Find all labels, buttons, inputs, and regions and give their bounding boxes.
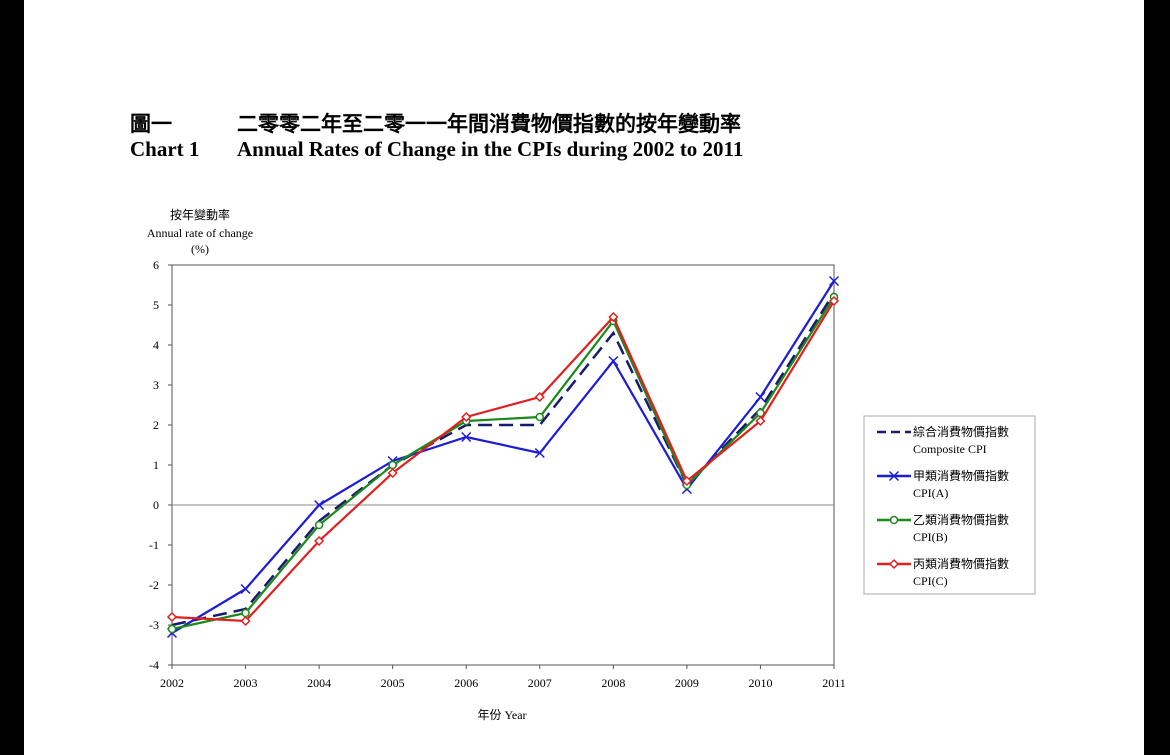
y-tick-label: -3 — [149, 618, 159, 632]
x-tick-label: 2005 — [381, 676, 405, 690]
data-point — [461, 411, 472, 423]
data-point — [314, 499, 325, 511]
data-point — [828, 295, 840, 307]
legend-label-zh: 甲類消費物價指數 — [913, 468, 1009, 483]
legend-label: CPI(B) — [913, 530, 948, 544]
y-tick-label: 0 — [153, 498, 159, 512]
y-axis-label: Annual rate of change — [147, 226, 253, 240]
y-tick-label: 4 — [153, 338, 159, 352]
data-point — [828, 275, 840, 287]
x-tick-label: 2009 — [675, 676, 699, 690]
data-point — [167, 624, 177, 634]
y-tick-label: 5 — [153, 298, 159, 312]
data-point — [387, 467, 398, 479]
legend-label-zh: 乙類消費物價指數 — [913, 512, 1009, 527]
chart-number-en: Chart 1 — [130, 137, 200, 161]
data-point — [388, 460, 397, 470]
document-page: 圖一 二零零二年至二零一一年間消費物價指數的按年變動率 Chart 1 Annual… — [24, 0, 1144, 755]
data-point — [755, 415, 766, 427]
y-axis-unit: (%) — [191, 242, 209, 256]
series-line — [171, 300, 835, 623]
data-point — [241, 608, 250, 618]
x-tick-label: 2010 — [748, 676, 772, 690]
chart-title-zh: 圖一 二零零二年至二零一一年間消費物價指數的按年變動率 — [130, 108, 741, 138]
marker-stroke — [314, 499, 325, 511]
data-point — [240, 583, 251, 595]
data-point — [755, 391, 766, 403]
x-tick-label: 2003 — [234, 676, 258, 690]
y-tick-label: 2 — [153, 418, 159, 432]
chart-title-en-text: Annual Rates of Change in the CPIs durin… — [237, 137, 744, 161]
data-point — [314, 535, 325, 547]
y-tick-label: -2 — [149, 578, 159, 592]
x-tick-label: 2007 — [528, 676, 552, 690]
legend-marker — [888, 558, 900, 570]
x-axis-label: 年份 Year — [477, 708, 526, 722]
marker-stroke — [888, 470, 900, 482]
data-point — [608, 311, 619, 323]
data-point — [166, 611, 178, 623]
series-0 — [171, 292, 836, 627]
y-tick-label: 3 — [153, 378, 159, 392]
series-line — [171, 280, 835, 634]
marker-stroke — [828, 275, 840, 287]
y-tick-label: 6 — [153, 258, 159, 272]
chart-number-zh: 圖一 — [130, 112, 172, 136]
data-point — [535, 412, 545, 422]
x-tick-label: 2008 — [601, 676, 625, 690]
data-point — [608, 355, 619, 367]
marker-stroke — [461, 431, 472, 443]
data-point — [681, 475, 692, 487]
x-tick-label: 2002 — [160, 676, 184, 690]
chart-title-en: Chart 1 Annual Rates of Change in the CPI… — [130, 137, 743, 162]
legend-label: Composite CPI — [913, 442, 987, 456]
series-3 — [166, 295, 840, 627]
legend-label-zh: 丙類消費物價指數 — [913, 556, 1009, 571]
data-point — [314, 520, 324, 530]
data-point — [534, 447, 545, 459]
x-tick-label: 2006 — [454, 676, 478, 690]
legend-marker — [889, 515, 899, 525]
data-point — [240, 615, 251, 627]
marker-stroke — [608, 355, 619, 367]
y-tick-label: 1 — [153, 458, 159, 472]
marker-stroke — [534, 447, 545, 459]
legend-label: CPI(C) — [913, 574, 948, 588]
series-line — [171, 296, 835, 631]
y-tick-label: -1 — [149, 538, 159, 552]
x-tick-label: 2011 — [822, 676, 846, 690]
legend: 綜合消費物價指數 Composite CPI 甲類消費物價指數 CPI(A) 乙類消費物… — [863, 415, 1036, 595]
y-tick-label: -4 — [149, 658, 159, 672]
legend-marker — [888, 470, 900, 482]
series-line — [171, 292, 836, 627]
marker-stroke — [240, 583, 251, 595]
plot-frame — [171, 264, 835, 666]
legend-label-zh: 綜合消費物價指數 — [913, 424, 1009, 439]
data-point — [461, 431, 472, 443]
data-point — [534, 391, 545, 403]
y-axis-label-zh: 按年變動率 — [170, 207, 230, 222]
marker-stroke — [755, 391, 766, 403]
x-tick-label: 2004 — [307, 676, 331, 690]
legend-label: CPI(A) — [913, 486, 948, 500]
chart-title-zh-text: 二零零二年至二零一一年間消費物價指數的按年變動率 — [237, 112, 741, 136]
